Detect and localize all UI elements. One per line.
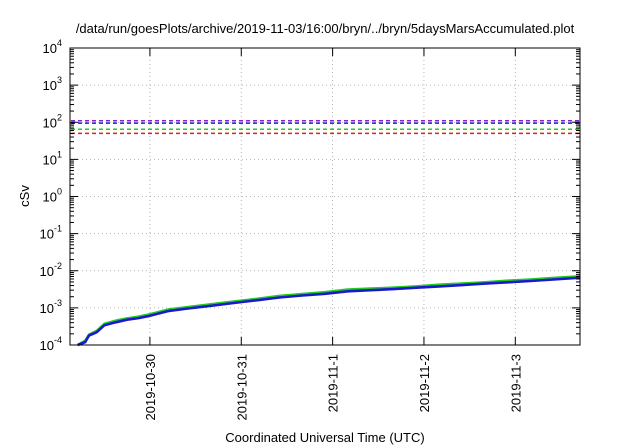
series-lines — [76, 275, 581, 347]
y-tick-label-base: 10 — [40, 264, 54, 279]
x-tick-label: 2019-11-2 — [417, 354, 432, 412]
y-axis-label: cSv — [17, 185, 32, 207]
y-tick-label-exponent: 3 — [57, 75, 62, 85]
y-tick-label-base: 10 — [40, 227, 54, 242]
y-tick-label-exponent: -4 — [54, 335, 62, 345]
y-tick-label: 10-3 — [40, 298, 62, 316]
y-tick-label: 10-1 — [40, 224, 62, 242]
y-tick-label: 100 — [43, 187, 62, 205]
chart-title: /data/run/goesPlots/archive/2019-11-03/1… — [76, 21, 575, 36]
x-tick-label: 2019-10-30 — [143, 354, 158, 421]
y-tick-label-base: 10 — [43, 41, 57, 56]
x-tick-label: 2019-10-31 — [234, 354, 249, 421]
y-tick-label-base: 10 — [43, 115, 57, 130]
y-tick-label: 101 — [43, 149, 62, 167]
y-tick-label-base: 10 — [43, 190, 57, 205]
series-line — [76, 275, 581, 347]
y-tick-label-exponent: 1 — [57, 149, 62, 159]
y-tick-label: 10-2 — [40, 261, 62, 279]
y-tick-label-exponent: -3 — [54, 298, 62, 308]
y-tick-label: 10-4 — [40, 335, 62, 353]
reference-lines — [71, 119, 579, 135]
y-tick-label-exponent: 4 — [57, 38, 62, 48]
x-axis-ticks: 2019-10-30 2019-10-31 2019-11-1 2019-11-2 20… — [143, 48, 523, 421]
x-tick-label: 2019-11-1 — [326, 354, 341, 412]
y-tick-label-base: 10 — [43, 78, 57, 93]
y-tick-label: 102 — [43, 112, 62, 130]
y-tick-label-exponent: 0 — [57, 187, 62, 197]
y-tick-label-exponent: -2 — [54, 261, 62, 271]
y-tick-label: 103 — [43, 75, 62, 93]
y-tick-label: 104 — [43, 38, 62, 56]
x-tick-label: 2019-11-3 — [508, 354, 523, 412]
series-line — [77, 276, 581, 347]
grid — [70, 48, 580, 345]
y-tick-label-exponent: -1 — [54, 224, 62, 234]
y-tick-label-exponent: 2 — [57, 112, 62, 122]
y-tick-label-base: 10 — [40, 338, 54, 353]
x-axis-label: Coordinated Universal Time (UTC) — [225, 430, 424, 445]
y-tick-label-base: 10 — [43, 152, 57, 167]
y-tick-label-base: 10 — [40, 301, 54, 316]
